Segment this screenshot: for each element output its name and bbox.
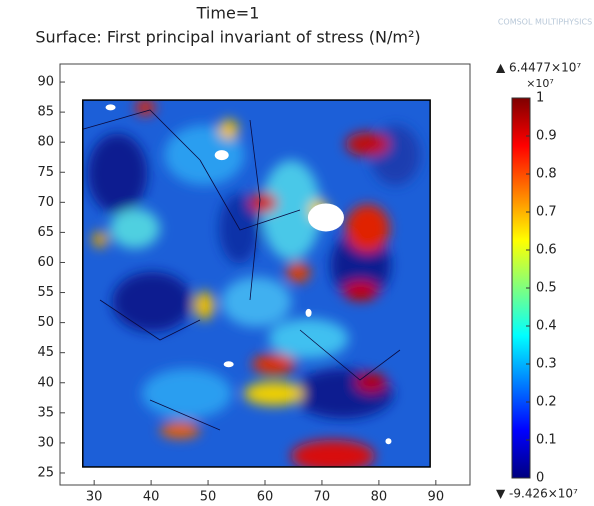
field-blob xyxy=(112,271,193,332)
x-tick-label: 70 xyxy=(314,490,331,505)
colorbar-max: ▲ 6.4477×10⁷ xyxy=(496,61,581,75)
chart-subtitle: Surface: First principal invariant of st… xyxy=(35,28,420,47)
y-tick-label: 85 xyxy=(37,105,54,120)
field-blob xyxy=(109,208,160,249)
colorbar-tick-label: 0.9 xyxy=(536,129,557,144)
x-tick-label: 90 xyxy=(428,490,445,505)
void xyxy=(305,308,312,317)
y-tick-label: 65 xyxy=(37,225,54,240)
field-blob xyxy=(290,439,375,467)
field-blob xyxy=(218,119,239,140)
colorbar-tick-label: 0.8 xyxy=(536,167,557,182)
chart-title: Time=1 xyxy=(196,4,260,23)
colorbar-multiplier: ×10⁷ xyxy=(526,77,554,90)
y-tick-label: 35 xyxy=(37,405,54,420)
field-blob xyxy=(160,422,201,439)
x-tick-label: 50 xyxy=(200,490,217,505)
colorbar-tick-label: 1 xyxy=(536,91,544,106)
void xyxy=(385,438,392,445)
grain-boundary xyxy=(299,329,401,381)
field-blob xyxy=(251,354,296,375)
colorbar-tick-label: 0.4 xyxy=(536,319,557,334)
field-blob xyxy=(345,132,390,157)
grain-boundary xyxy=(249,119,261,301)
void xyxy=(307,203,344,232)
field-blob xyxy=(141,368,232,419)
y-tick-label: 30 xyxy=(37,435,54,450)
field-blob xyxy=(221,276,292,327)
y-tick-label: 60 xyxy=(37,255,54,270)
void xyxy=(214,150,229,161)
grain-boundary xyxy=(199,159,301,231)
y-tick-label: 80 xyxy=(37,135,54,150)
colorbar-tick-label: 0 xyxy=(536,471,544,486)
y-tick-label: 90 xyxy=(37,75,54,90)
field-blob xyxy=(261,160,322,261)
y-tick-label: 40 xyxy=(37,375,54,390)
x-tick-label: 30 xyxy=(86,490,103,505)
field-blob xyxy=(92,231,109,248)
y-tick-label: 75 xyxy=(37,165,54,180)
field-blob xyxy=(286,262,311,283)
colorbar-tick-label: 0.3 xyxy=(536,357,557,372)
field-blob xyxy=(194,291,215,320)
grain-boundary xyxy=(149,399,221,431)
void xyxy=(105,104,116,111)
colorbar-tick-label: 0.1 xyxy=(536,433,557,448)
x-tick-label: 40 xyxy=(143,490,160,505)
field-blob xyxy=(243,381,304,406)
grain-boundary xyxy=(99,299,201,341)
colorbar-min: ▼ -9.426×10⁷ xyxy=(496,487,578,501)
colorbar-tick-label: 0.2 xyxy=(536,395,557,410)
field-blob xyxy=(355,372,388,393)
x-tick-label: 60 xyxy=(257,490,274,505)
field-blob xyxy=(345,204,390,253)
surface-field xyxy=(82,100,431,467)
domain-border xyxy=(82,99,431,468)
field-blob xyxy=(135,100,156,116)
logo: COMSOL MULTIPHYSICS xyxy=(498,18,592,27)
y-tick-label: 55 xyxy=(37,285,54,300)
field-blob xyxy=(268,318,349,359)
field-blob xyxy=(87,133,148,214)
y-tick-label: 25 xyxy=(37,465,54,480)
y-tick-label: 50 xyxy=(37,315,54,330)
colorbar-tick-label: 0.5 xyxy=(536,281,557,296)
x-tick-label: 80 xyxy=(371,490,388,505)
field-blob xyxy=(342,280,379,301)
y-tick-label: 45 xyxy=(37,345,54,360)
y-tick-label: 70 xyxy=(37,195,54,210)
field-blob xyxy=(249,192,278,213)
colorbar-tick-label: 0.6 xyxy=(536,243,557,258)
grain-boundary xyxy=(82,109,201,161)
field-blob xyxy=(164,125,245,186)
colorbar-tick-label: 0.7 xyxy=(536,205,557,220)
void xyxy=(223,361,234,368)
